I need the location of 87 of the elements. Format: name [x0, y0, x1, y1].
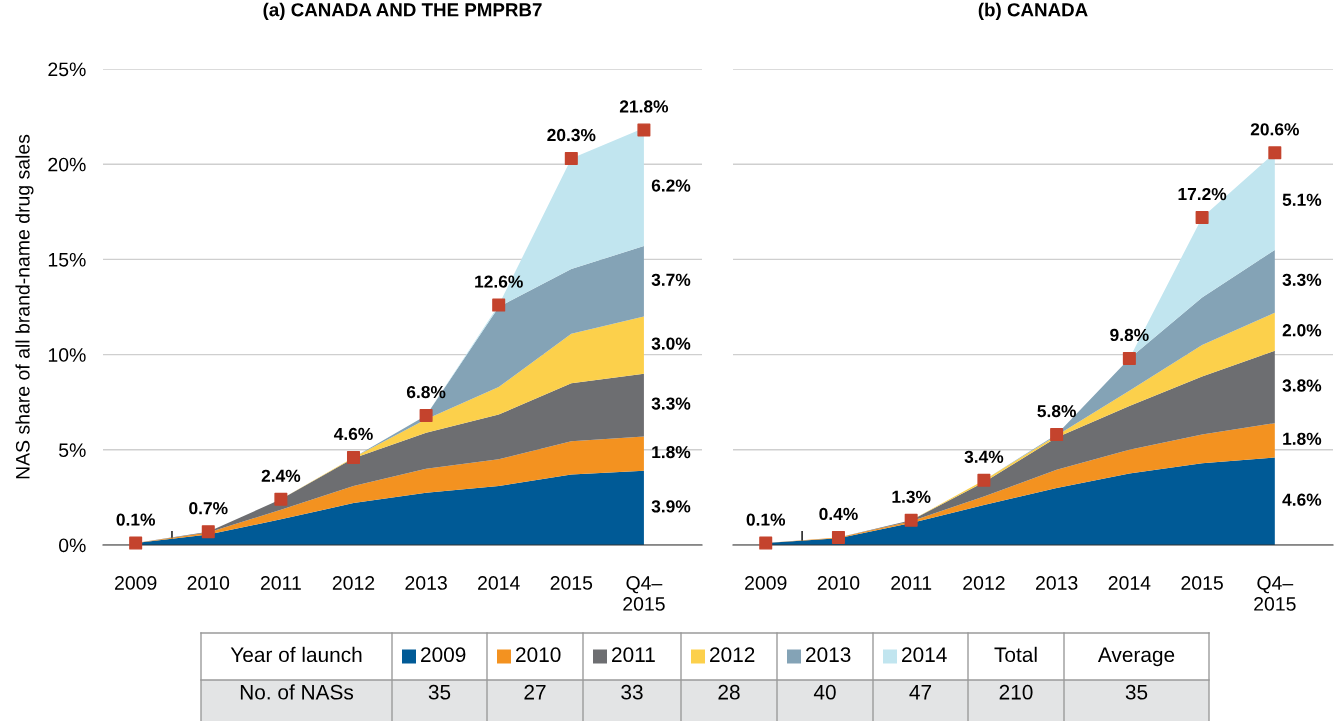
point — [637, 123, 651, 137]
point — [201, 525, 215, 539]
data-label: 3.7% — [651, 273, 691, 286]
y-tick-label: 20% — [48, 157, 86, 172]
y-tick-label: 5% — [59, 443, 86, 458]
data-label: 3.9% — [651, 500, 691, 513]
legend-label: 2010 — [516, 647, 561, 663]
x-tick-label: 2012 — [332, 576, 375, 590]
data-label: 1.3% — [892, 490, 931, 503]
point — [1195, 211, 1209, 225]
x-tick-label: 2014 — [478, 576, 520, 590]
data-label: 3.3% — [1282, 273, 1322, 286]
text: 47 — [909, 685, 932, 700]
data-label: 4.6% — [1282, 493, 1322, 506]
point — [1122, 351, 1136, 365]
point — [977, 473, 991, 487]
legend-label: 2013 — [806, 647, 851, 663]
data-label: 5.1% — [1282, 193, 1322, 206]
point — [346, 450, 360, 464]
point — [1268, 146, 1282, 160]
point — [419, 409, 433, 423]
data-label: 12.6% — [475, 275, 523, 288]
data-label: 3.3% — [651, 397, 691, 410]
x-tick-label: 2015 — [1181, 576, 1223, 590]
text: 28 — [718, 684, 740, 700]
text: No. of NASs — [240, 684, 354, 700]
point — [129, 536, 143, 550]
data-label: 3.4% — [964, 450, 1004, 463]
data-label: 9.8% — [1110, 328, 1149, 342]
chart-title: (b) CANADA — [978, 2, 1088, 21]
data-label: 6.2% — [651, 179, 691, 192]
data-label: 6.8% — [406, 385, 446, 399]
x-tick-label: 2010 — [817, 576, 860, 590]
data-label: 21.8% — [619, 100, 669, 113]
data-label: 20.3% — [547, 128, 596, 142]
point — [564, 151, 578, 165]
point — [274, 492, 288, 506]
legend-label: 2011 — [612, 647, 655, 663]
x-tick-label: 2013 — [1035, 576, 1078, 590]
text: 40 — [813, 684, 836, 700]
x-tick-label: 2011 — [891, 576, 932, 590]
x-tick-label: 2013 — [405, 576, 447, 590]
point — [759, 536, 773, 550]
point — [831, 530, 845, 544]
legend-label: 2009 — [421, 647, 466, 663]
text: 210 — [999, 684, 1033, 700]
text: 35 — [428, 684, 451, 700]
y-tick-label: 10% — [48, 348, 86, 362]
legend-label: 2012 — [710, 647, 755, 663]
chart-title: (a) CANADA AND THE PMPRB7 — [263, 2, 542, 21]
y-tick-label: 0% — [58, 538, 86, 553]
y-tick-label: 25% — [48, 62, 86, 77]
x-tick-label: 2014 — [1108, 576, 1151, 590]
data-label: 0.7% — [189, 502, 228, 515]
text: Total — [994, 646, 1037, 663]
y-tick-label: 15% — [48, 252, 86, 267]
text: 33 — [621, 684, 643, 700]
x-tick-label: 2015 — [550, 576, 593, 590]
data-label: 2.4% — [261, 469, 301, 482]
legend-label: 2014 — [902, 647, 947, 663]
data-label: 3.0% — [651, 337, 691, 350]
x-tick-label: 2010 — [187, 576, 230, 590]
x-tick-label: 2009 — [745, 576, 787, 590]
data-label: 0.1% — [116, 513, 155, 526]
point — [904, 513, 918, 527]
x-tick-label: 2009 — [115, 576, 157, 590]
text: 35 — [1125, 684, 1148, 700]
data-label: 0.1% — [746, 513, 786, 526]
data-label: 1.8% — [652, 445, 691, 459]
x-tick-label: Q4– 2015 — [623, 576, 665, 611]
data-label: 3.8% — [1282, 379, 1322, 392]
y-axis-title: NAS share of all brand-name drug sales — [15, 134, 34, 479]
x-tick-label: Q4– 2015 — [1254, 576, 1296, 611]
data-label: 0.4% — [819, 507, 858, 521]
data-label: 5.8% — [1037, 404, 1076, 418]
text: Average — [1097, 647, 1175, 667]
point — [492, 298, 506, 312]
data-label: 2.0% — [1282, 324, 1322, 337]
data-label: 17.2% — [1178, 187, 1227, 201]
legend-title: Year of launch — [230, 646, 362, 663]
point — [1050, 428, 1064, 442]
text: 27 — [524, 684, 546, 700]
data-label: 1.8% — [1283, 432, 1322, 445]
data-label: 4.6% — [333, 427, 373, 441]
data-label: 20.6% — [1250, 123, 1299, 136]
x-tick-label: 2011 — [260, 576, 301, 590]
x-tick-label: 2012 — [963, 576, 1005, 590]
